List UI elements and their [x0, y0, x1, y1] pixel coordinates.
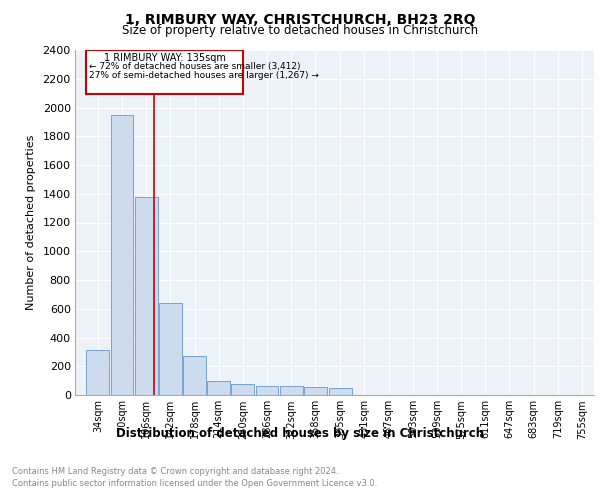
- Text: 1, RIMBURY WAY, CHRISTCHURCH, BH23 2RQ: 1, RIMBURY WAY, CHRISTCHURCH, BH23 2RQ: [125, 12, 475, 26]
- Bar: [207, 380, 230, 395]
- Bar: [329, 388, 352, 395]
- Bar: [183, 356, 206, 395]
- FancyBboxPatch shape: [86, 50, 243, 94]
- Text: Distribution of detached houses by size in Christchurch: Distribution of detached houses by size …: [116, 428, 484, 440]
- Y-axis label: Number of detached properties: Number of detached properties: [26, 135, 35, 310]
- Bar: [159, 303, 182, 395]
- Text: Size of property relative to detached houses in Christchurch: Size of property relative to detached ho…: [122, 24, 478, 37]
- Text: Contains public sector information licensed under the Open Government Licence v3: Contains public sector information licen…: [12, 479, 377, 488]
- Text: ← 72% of detached houses are smaller (3,412): ← 72% of detached houses are smaller (3,…: [89, 62, 301, 70]
- Bar: [135, 196, 158, 395]
- Text: 27% of semi-detached houses are larger (1,267) →: 27% of semi-detached houses are larger (…: [89, 71, 319, 80]
- Bar: [232, 384, 254, 395]
- Bar: [110, 114, 133, 395]
- Bar: [256, 386, 278, 395]
- Text: Contains HM Land Registry data © Crown copyright and database right 2024.: Contains HM Land Registry data © Crown c…: [12, 468, 338, 476]
- Bar: [304, 387, 327, 395]
- Text: 1 RIMBURY WAY: 135sqm: 1 RIMBURY WAY: 135sqm: [104, 53, 226, 63]
- Bar: [280, 386, 302, 395]
- Bar: [86, 350, 109, 395]
